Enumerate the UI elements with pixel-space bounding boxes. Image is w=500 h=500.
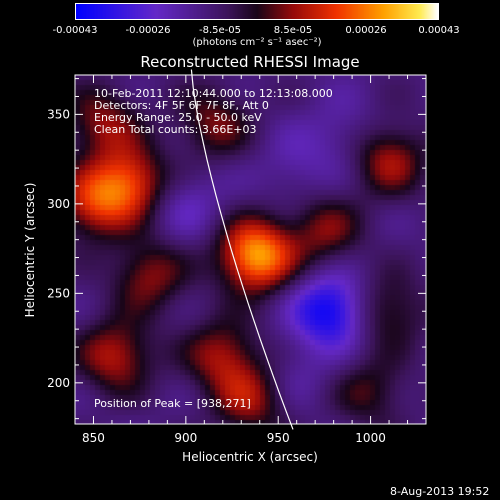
y-axis-label: Heliocentric Y (arcsec)	[23, 182, 37, 318]
y-tick-label: 350	[47, 107, 70, 121]
colorbar-tick: -8.5e-05	[199, 25, 241, 36]
y-tick-label: 200	[47, 376, 70, 390]
y-tick-label: 300	[47, 197, 70, 211]
annotation-clean-counts: Clean Total counts: 3.66E+03	[94, 123, 257, 136]
annotation-detectors: Detectors: 4F 5F 6F 7F 8F, Att 0	[94, 99, 269, 112]
colorbar-tick: -0.00043	[52, 25, 98, 36]
rhessi-image-heatmap	[75, 75, 426, 424]
colorbar-tick: -0.00026	[125, 25, 171, 36]
plot-frame	[74, 74, 427, 425]
plot-timestamp: 8-Aug-2013 19:52	[390, 485, 490, 498]
colorbar	[75, 3, 439, 20]
x-tick-label: 1000	[355, 431, 386, 445]
chart-title: Reconstructed RHESSI Image	[140, 53, 360, 71]
colorbar-unit-label: (photons cm⁻² s⁻¹ asec⁻²)	[192, 37, 322, 48]
solar-limb-line	[190, 69, 294, 430]
y-tick-label: 250	[47, 286, 70, 300]
x-tick-label: 900	[174, 431, 197, 445]
x-axis-label: Heliocentric X (arcsec)	[182, 450, 318, 464]
colorbar-tick: 8.5e-05	[273, 25, 313, 36]
x-tick-label: 850	[82, 431, 105, 445]
annotation-time-range: 10-Feb-2011 12:10:44.000 to 12:13:08.000	[94, 87, 333, 100]
colorbar-tick: 0.00043	[418, 25, 460, 36]
colorbar-tick: 0.00026	[345, 25, 387, 36]
x-tick-label: 950	[267, 431, 290, 445]
annotation-energy-range: Energy Range: 25.0 - 50.0 keV	[94, 111, 262, 124]
annotation-peak-position: Position of Peak = [938,271]	[94, 397, 251, 410]
